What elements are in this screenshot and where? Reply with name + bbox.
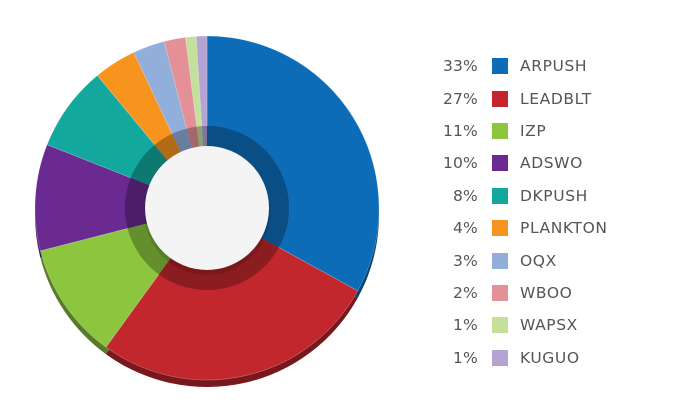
legend-label: OQX bbox=[520, 251, 557, 270]
legend-percent: 8% bbox=[453, 186, 478, 205]
legend-swatch bbox=[492, 317, 508, 334]
legend-label: WAPSX bbox=[520, 316, 578, 335]
legend-label: DKPUSH bbox=[520, 186, 588, 205]
legend-item: 8% DKPUSH bbox=[430, 180, 680, 212]
legend-swatch bbox=[492, 122, 508, 139]
legend-percent: 3% bbox=[453, 251, 478, 270]
legend-percent: 27% bbox=[442, 89, 478, 108]
legend-item: 4% PLANKTON bbox=[430, 212, 680, 244]
legend-item: 1% KUGUO bbox=[430, 342, 680, 374]
legend-percent: 4% bbox=[453, 219, 478, 238]
donut-chart bbox=[34, 35, 380, 387]
legend-swatch bbox=[492, 284, 508, 301]
legend-item: 2% WBOO bbox=[430, 277, 680, 309]
legend-label: ARPUSH bbox=[520, 57, 588, 76]
legend-percent: 2% bbox=[453, 283, 478, 302]
legend: 33% ARPUSH 27% LEADBLT 11% IZP 10% ADSWO… bbox=[430, 50, 680, 374]
legend-label: WBOO bbox=[520, 283, 573, 302]
legend-label: ADSWO bbox=[520, 154, 583, 173]
legend-swatch bbox=[492, 220, 508, 237]
legend-percent: 1% bbox=[453, 316, 478, 335]
legend-percent: 33% bbox=[442, 57, 478, 76]
legend-percent: 1% bbox=[453, 348, 478, 367]
legend-label: IZP bbox=[520, 121, 547, 140]
legend-item: 3% OQX bbox=[430, 244, 680, 276]
legend-swatch bbox=[492, 187, 508, 204]
legend-label: LEADBLT bbox=[520, 89, 592, 108]
legend-swatch bbox=[492, 252, 508, 269]
legend-percent: 11% bbox=[442, 121, 478, 140]
legend-item: 27% LEADBLT bbox=[430, 82, 680, 114]
slice bbox=[105, 207, 359, 381]
legend-swatch bbox=[492, 90, 508, 107]
legend-swatch bbox=[492, 155, 508, 172]
legend-item: 1% WAPSX bbox=[430, 309, 680, 341]
legend-item: 11% IZP bbox=[430, 115, 680, 147]
legend-label: KUGUO bbox=[520, 348, 580, 367]
legend-label: PLANKTON bbox=[520, 219, 608, 238]
donut-hole bbox=[145, 146, 269, 270]
legend-swatch bbox=[492, 349, 508, 366]
legend-item: 10% ADSWO bbox=[430, 147, 680, 179]
legend-item: 33% ARPUSH bbox=[430, 50, 680, 82]
legend-percent: 10% bbox=[442, 154, 478, 173]
legend-swatch bbox=[492, 58, 508, 75]
slice bbox=[34, 144, 208, 252]
